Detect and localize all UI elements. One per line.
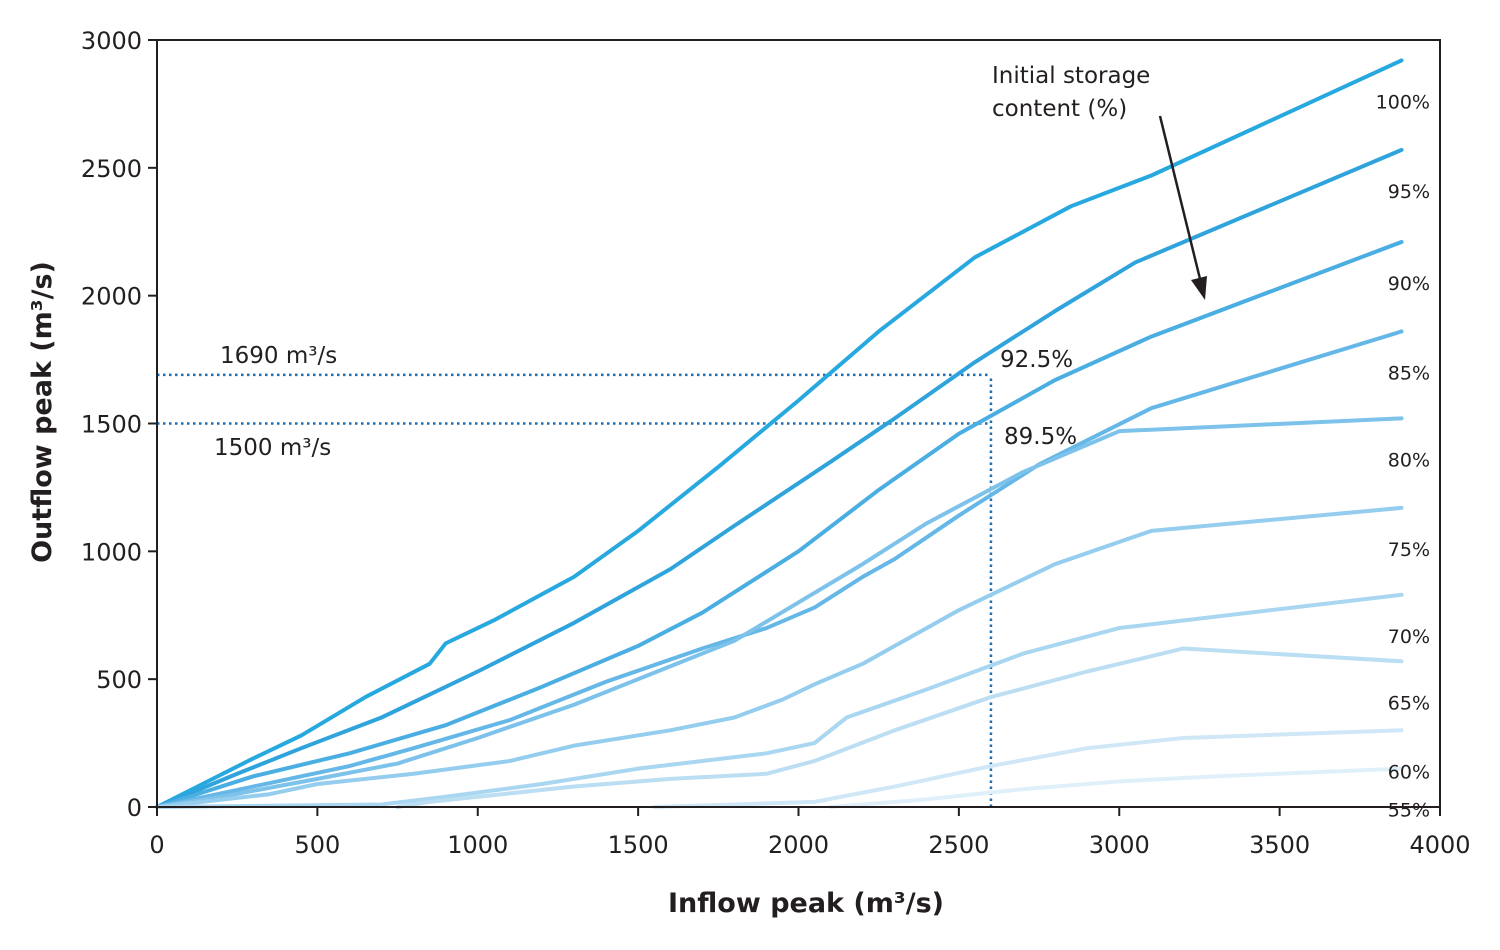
annotation-92-5: 92.5% <box>1000 347 1073 373</box>
series-label: 55% <box>1388 800 1430 822</box>
x-tick-label: 2500 <box>928 831 989 859</box>
y-axis-title: Outflow peak (m³/s) <box>27 261 58 563</box>
annotation-1500: 1500 m³/s <box>214 435 331 461</box>
y-tick-label: 2000 <box>81 283 142 311</box>
series-lines <box>155 58 1404 809</box>
series-labels: 100% 95% 90% 85% 80% 75% 70% 65% 60% 55% <box>1376 91 1430 821</box>
x-tick-label: 0 <box>149 831 164 859</box>
y-tick-label: 1500 <box>81 411 142 439</box>
annotation-89-5: 89.5% <box>1004 424 1077 450</box>
reference-lines <box>157 373 993 807</box>
legend-title-line-1: Initial storage <box>992 63 1150 89</box>
x-tick-label: 4000 <box>1409 831 1470 859</box>
legend-title-line-2: content (%) <box>992 96 1127 122</box>
series-label: 100% <box>1376 91 1430 113</box>
series-label: 75% <box>1388 539 1430 561</box>
x-tick-label: 500 <box>294 831 340 859</box>
y-tick-label: 1000 <box>81 538 142 566</box>
series-label: 95% <box>1388 181 1430 203</box>
x-ticks: 0 500 1000 1500 2000 2500 3000 3500 4000 <box>149 807 1471 859</box>
x-tick-label: 1500 <box>608 831 669 859</box>
x-tick-label: 3500 <box>1249 831 1310 859</box>
series-line <box>828 766 1404 809</box>
series-label: 80% <box>1388 449 1430 471</box>
y-tick-label: 3000 <box>81 27 142 55</box>
annotation-1690: 1690 m³/s <box>220 343 337 369</box>
series-line <box>395 646 1404 809</box>
legend-arrow-head <box>1191 276 1207 300</box>
series-label: 70% <box>1388 626 1430 648</box>
y-tick-label: 500 <box>96 666 142 694</box>
x-axis-title: Inflow peak (m³/s) <box>668 888 944 919</box>
series-label: 60% <box>1388 761 1430 783</box>
series-line <box>155 329 1404 809</box>
y-ticks: 0 500 1000 1500 2000 2500 3000 <box>81 27 157 822</box>
x-tick-label: 2000 <box>768 831 829 859</box>
series-line <box>155 505 1404 809</box>
series-line <box>155 239 1404 809</box>
x-tick-label: 1000 <box>447 831 508 859</box>
y-tick-label: 2500 <box>81 155 142 183</box>
series-line <box>155 416 1404 809</box>
series-label: 90% <box>1388 273 1430 295</box>
legend-arrow-shaft <box>1158 115 1203 284</box>
series-label: 85% <box>1388 362 1430 384</box>
series-line <box>652 728 1404 809</box>
x-tick-label: 3000 <box>1089 831 1150 859</box>
series-line <box>155 147 1404 809</box>
series-line <box>155 58 1404 809</box>
series-line <box>155 592 1404 809</box>
series-label: 65% <box>1388 692 1430 714</box>
y-tick-label: 0 <box>127 794 142 822</box>
